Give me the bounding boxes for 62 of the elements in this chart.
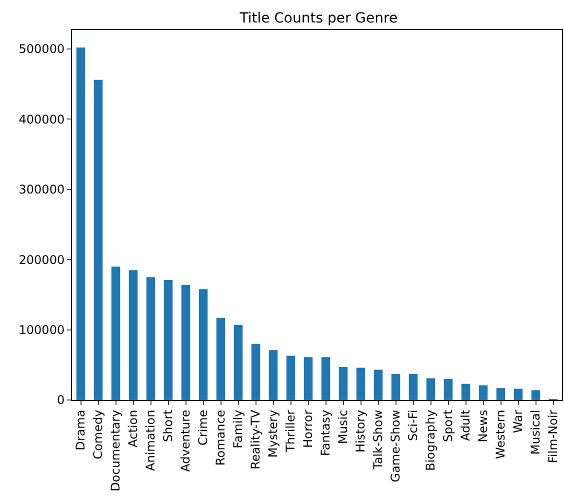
bar	[268, 350, 278, 400]
x-tick-label: Biography	[424, 410, 438, 471]
x-tick-label: History	[354, 410, 368, 453]
bar	[146, 277, 156, 400]
x-tick-label: Drama	[74, 410, 88, 450]
chart-title: Title Counts per Genre	[238, 10, 398, 26]
y-tick-label: 0	[56, 393, 65, 408]
bar	[461, 384, 470, 400]
bar	[111, 266, 120, 400]
x-tick-label: Short	[161, 410, 176, 442]
x-tick-label: Western	[494, 410, 508, 460]
bar	[391, 374, 400, 400]
y-tick-label: 500000	[18, 42, 65, 56]
x-tick-label: Documentary	[108, 410, 123, 492]
x-tick-label: Romance	[214, 410, 228, 466]
bar	[164, 280, 173, 400]
x-tick-label: Animation	[144, 410, 158, 471]
y-tick-label: 100000	[18, 322, 65, 337]
bar	[496, 388, 506, 400]
bar	[234, 324, 243, 400]
x-tick-label: War	[511, 410, 526, 434]
x-tick-label: Reality-TV	[248, 409, 263, 470]
y-tick-label: 300000	[18, 182, 65, 197]
bar	[286, 356, 296, 400]
x-tick-label: Film-Noir	[546, 410, 560, 464]
y-tick-label: 200000	[18, 252, 65, 267]
x-tick-label: Adult	[458, 410, 473, 442]
bar	[128, 270, 138, 400]
bar	[251, 344, 260, 400]
bar	[514, 388, 523, 400]
x-tick-label: Game-Show	[388, 410, 403, 482]
x-tick-label: Musical	[528, 410, 543, 455]
x-tick-label: Mystery	[266, 410, 280, 458]
x-tick-label: Comedy	[91, 410, 106, 460]
x-tick-label: Adventure	[178, 410, 193, 472]
bar	[304, 357, 313, 400]
x-tick-label: Action	[126, 410, 140, 448]
bar	[216, 318, 226, 400]
bar	[478, 385, 488, 400]
bar	[444, 378, 453, 400]
bar	[76, 48, 86, 400]
bar	[408, 374, 418, 400]
y-tick-label: 400000	[18, 112, 65, 126]
bar	[531, 390, 540, 400]
x-tick-label: Family	[231, 410, 246, 448]
bar	[338, 367, 348, 400]
x-tick-label: Thriller	[284, 410, 298, 453]
x-tick-label: News	[476, 410, 490, 442]
x-tick-label: Fantasy	[318, 410, 333, 456]
x-tick-label: Crime	[196, 410, 210, 446]
x-tick-label: Music	[336, 410, 350, 444]
bar	[356, 368, 366, 400]
bar	[321, 357, 330, 400]
bar	[181, 284, 190, 400]
bar	[94, 80, 103, 400]
x-tick-label: Sci-Fi	[406, 410, 420, 442]
bar	[426, 378, 436, 400]
x-tick-label: Talk-Show	[371, 410, 386, 471]
bar	[374, 370, 383, 400]
x-tick-label: Horror	[301, 410, 316, 448]
x-tick-label: Sport	[441, 410, 456, 442]
bar	[198, 289, 208, 400]
